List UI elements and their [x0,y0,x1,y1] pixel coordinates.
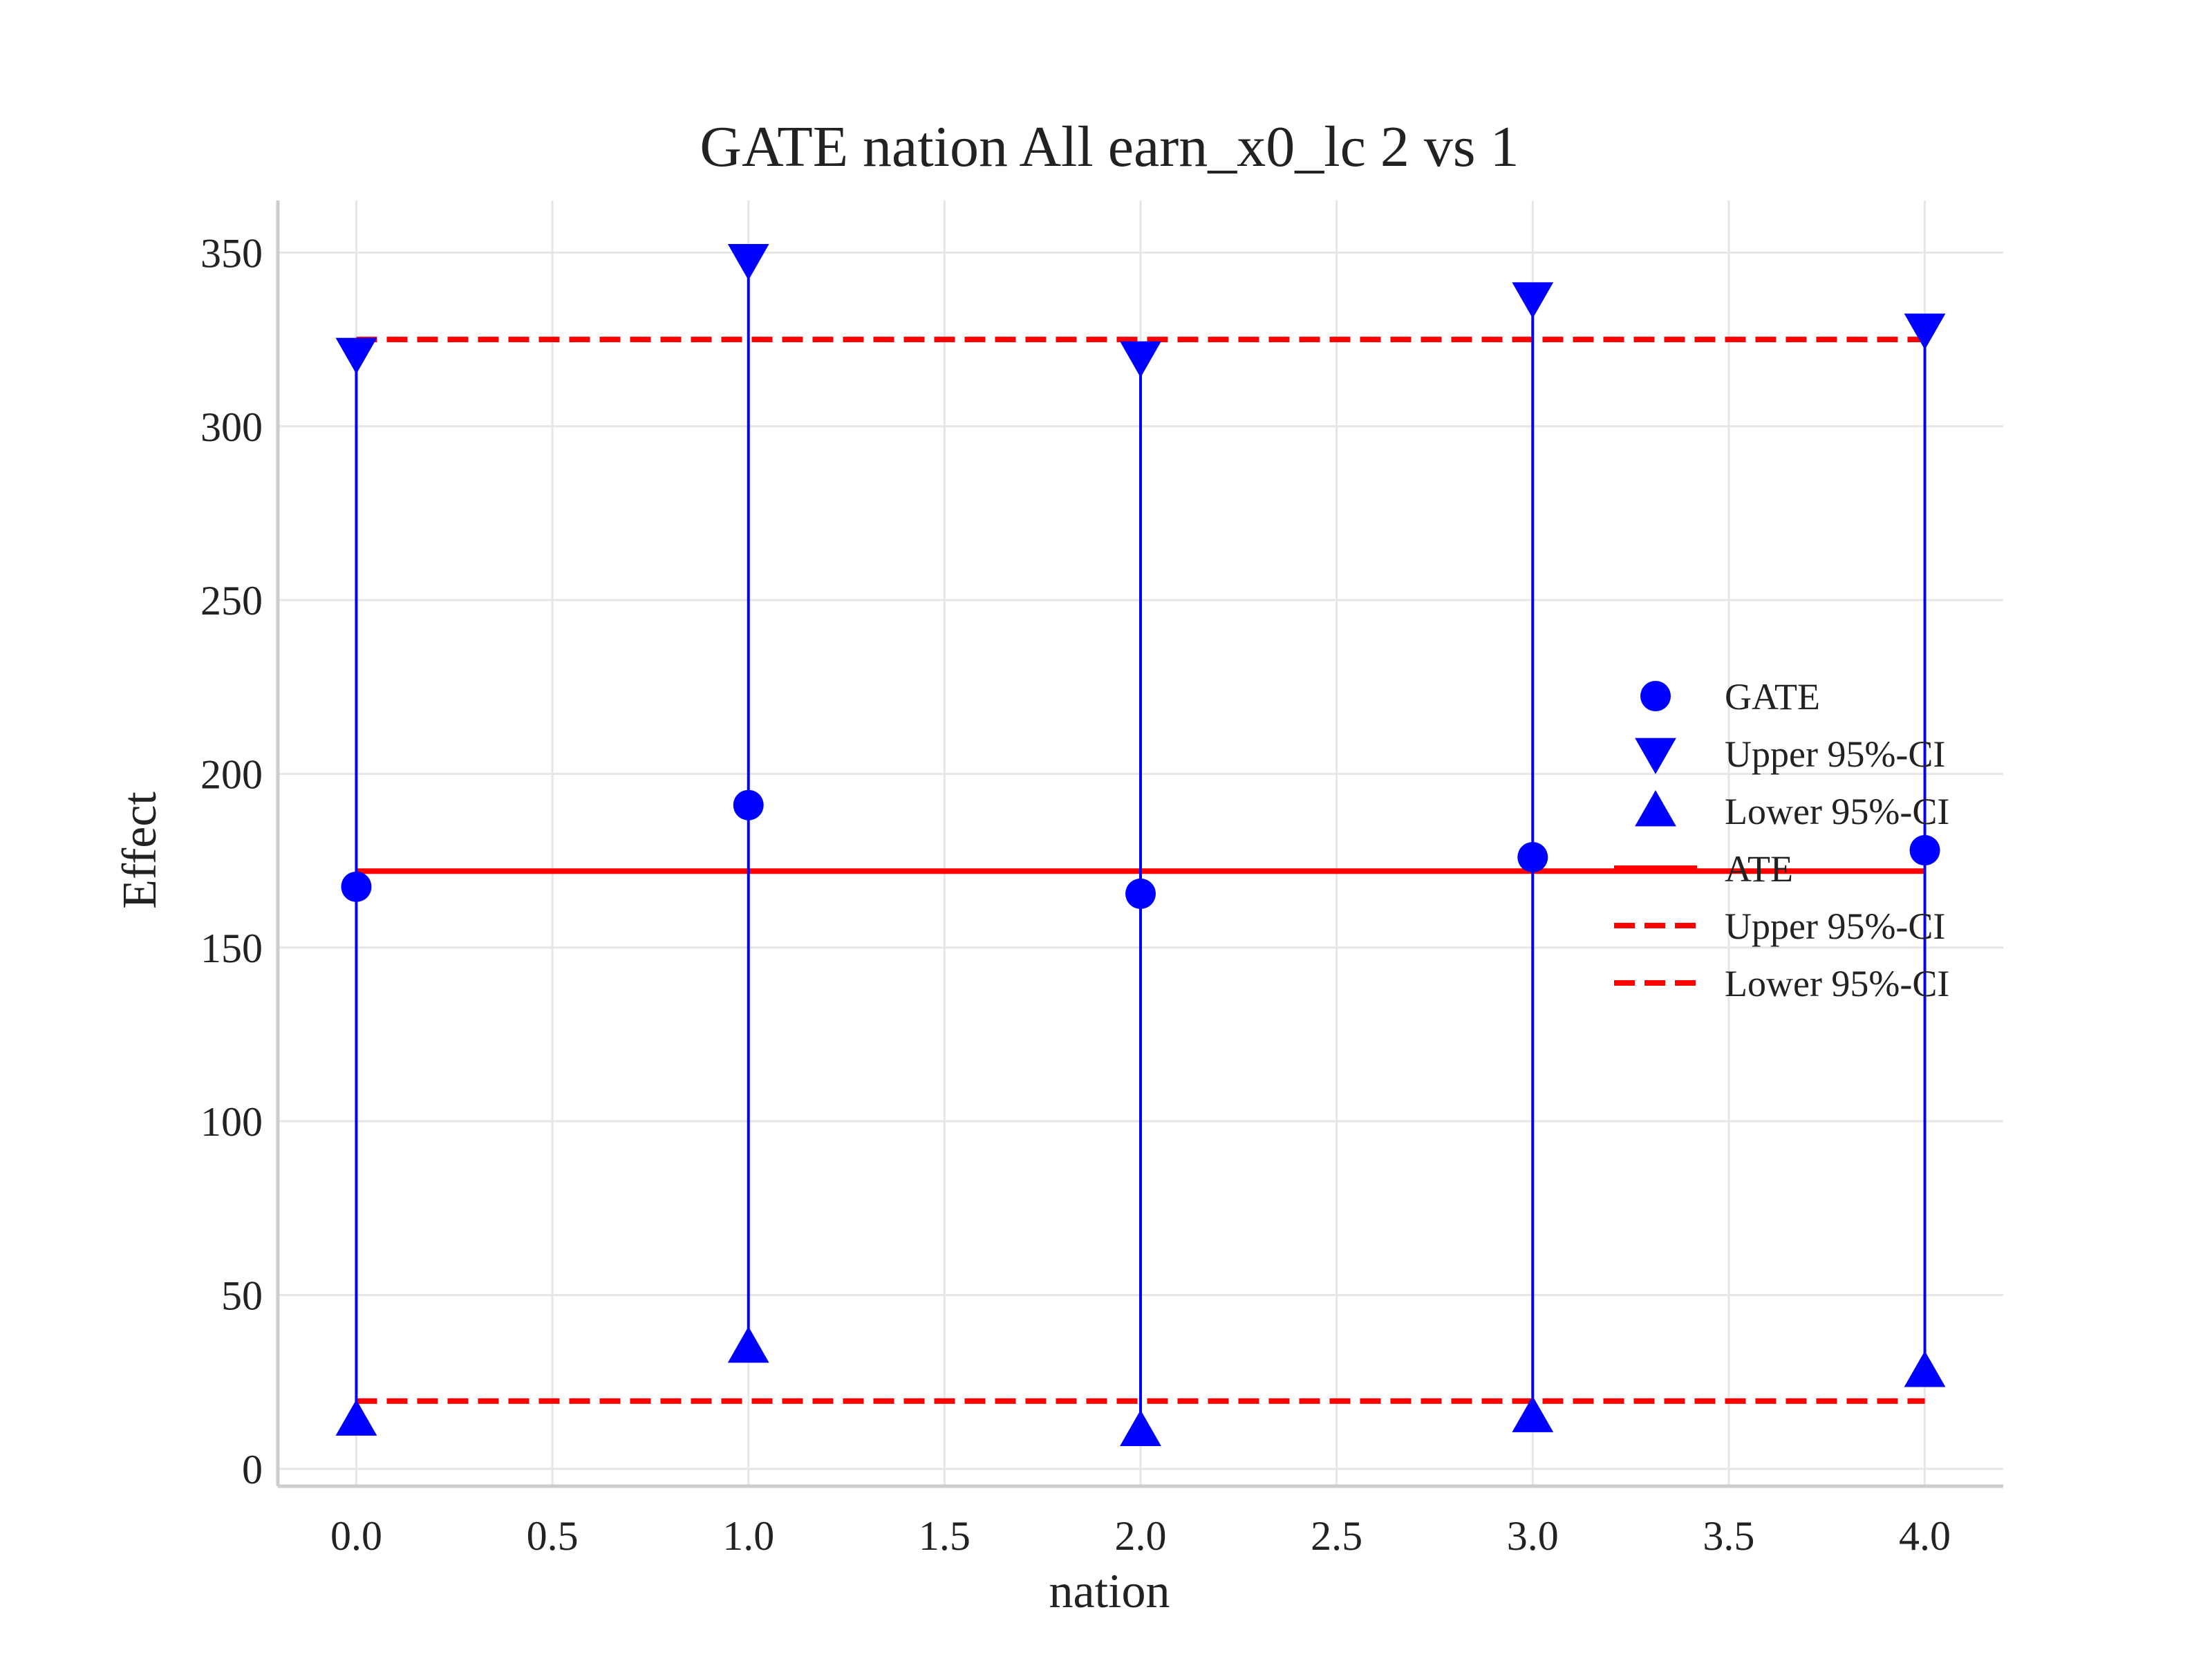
legend-swatch-2 [1635,790,1676,827]
lower-ci-marker-0 [335,1399,377,1436]
legend-label-3: ATE [1725,848,1793,890]
upper-ci-marker-1 [727,244,769,281]
legend-swatch-0 [1640,681,1671,711]
x-tick-label-6: 3.0 [1507,1513,1559,1559]
y-tick-label-7: 350 [200,230,263,276]
x-axis-label: nation [1049,1565,1170,1618]
gate-point-1 [733,789,764,821]
legend-label-1: Upper 95%-CI [1725,733,1945,775]
legend-swatch-1 [1635,738,1676,774]
y-tick-label-6: 300 [200,404,263,450]
gate-point-2 [1125,878,1156,909]
x-tick-label-2: 1.0 [722,1513,774,1559]
y-tick-label-4: 200 [200,751,263,797]
y-tick-label-2: 100 [200,1099,263,1145]
y-axis-ticks: 0 50 100 150 200 250 300 350 [200,230,263,1492]
legend: GATE Upper 95%-CI Lower 95%-CI ATE Upper 95%… [1614,676,1949,1004]
upper-ci-marker-0 [335,337,377,375]
x-tick-label-7: 3.5 [1703,1513,1754,1559]
gate-point-0 [341,871,372,902]
y-axis-label: Effect [113,791,167,909]
y-tick-label-0: 0 [242,1447,263,1492]
gate-point-4 [1909,835,1940,866]
x-tick-label-3: 1.5 [919,1513,971,1559]
y-tick-label-1: 50 [221,1273,263,1319]
lower-ci-marker-1 [727,1327,769,1363]
x-tick-label-0: 0.0 [330,1513,382,1559]
legend-label-4: Upper 95%-CI [1725,906,1945,947]
y-tick-label-5: 250 [200,578,263,624]
legend-label-5: Lower 95%-CI [1725,963,1949,1004]
chart-title: GATE nation All earn_x0_lc 2 vs 1 [700,115,1519,179]
gate-point-3 [1517,842,1548,873]
upper-ci-marker-4 [1904,313,1946,350]
x-tick-label-4: 2.0 [1115,1513,1167,1559]
x-axis-ticks: 0.0 0.5 1.0 1.5 2.0 2.5 3.0 3.5 4.0 [330,1513,1951,1559]
y-tick-label-3: 150 [200,926,263,971]
upper-ci-marker-3 [1512,282,1554,319]
x-tick-label-8: 4.0 [1899,1513,1951,1559]
legend-label-2: Lower 95%-CI [1725,791,1949,832]
axes-spines [276,200,2003,1488]
upper-ci-marker-2 [1120,341,1161,378]
x-tick-label-1: 0.5 [527,1513,579,1559]
x-tick-label-5: 2.5 [1311,1513,1362,1559]
legend-label-0: GATE [1725,676,1820,718]
lower-ci-marker-3 [1512,1396,1554,1432]
lower-ci-marker-2 [1120,1409,1161,1446]
data-markers [335,244,1946,1446]
lower-ci-marker-4 [1904,1351,1946,1387]
